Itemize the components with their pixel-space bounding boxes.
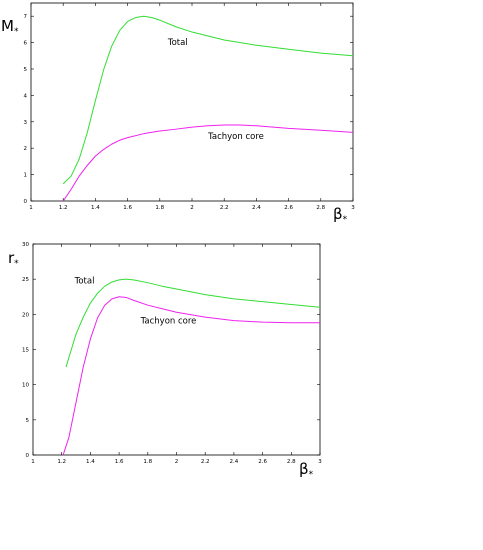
x-tick-label: 2.2 (201, 459, 210, 465)
y-axis-symbol: r (8, 249, 15, 267)
y-tick-label: 30 (22, 242, 29, 248)
x-axis-subscript: * (343, 215, 348, 225)
y-tick-label: 0 (24, 199, 28, 205)
x-tick-label: 1 (31, 459, 35, 465)
y-tick-label: 15 (22, 348, 29, 354)
y-tick-label: 2 (24, 146, 28, 152)
x-tick-label: 1.6 (123, 205, 132, 211)
x-tick-label: 1.2 (59, 205, 68, 211)
y-axis-label: r* (8, 249, 19, 269)
series-line-total (65, 278, 321, 368)
x-tick-label: 2.8 (316, 205, 325, 211)
y-tick-label: 1 (24, 173, 28, 179)
series-annotation: Tachyon core (207, 132, 264, 142)
y-axis-subscript: * (14, 259, 19, 269)
x-tick-label: 2.6 (284, 205, 293, 211)
x-tick-label: 1 (29, 205, 33, 211)
series-line-total (62, 15, 354, 185)
x-tick-label: 3 (351, 205, 355, 211)
x-axis-symbol: β (333, 205, 343, 223)
x-tick-label: 1.8 (143, 459, 152, 465)
series-annotation: Tachyon core (140, 316, 197, 326)
x-tick-label: 2 (175, 459, 179, 465)
x-tick-label: 2 (190, 205, 194, 211)
series-annotation: Total (74, 276, 95, 286)
y-tick-label: 5 (24, 67, 28, 73)
y-tick-label: 20 (22, 312, 29, 318)
y-tick-label: 6 (24, 41, 28, 47)
plot-frame (30, 2, 354, 202)
x-tick-label: 2.8 (287, 459, 296, 465)
x-tick-label: 2.4 (230, 459, 239, 465)
x-axis-label: β* (299, 460, 314, 480)
mass-chart: 1 1.2 1.4 1.6 1.8 2 2.2 2.4 2.6 2.8 301234567Total… (1, 2, 355, 225)
x-tick-label: 1.8 (155, 205, 164, 211)
x-tick-label: 1.2 (57, 459, 66, 465)
series-line-tachyon-core (62, 296, 320, 456)
y-axis-subscript: * (14, 27, 19, 37)
y-tick-label: 0 (26, 453, 30, 459)
x-tick-label: 2.2 (220, 205, 229, 211)
y-tick-label: 7 (24, 14, 28, 20)
x-tick-label: 1.4 (91, 205, 100, 211)
y-tick-label: 3 (24, 120, 28, 126)
series-line-tachyon-core (62, 124, 354, 202)
x-tick-label: 2.6 (258, 459, 267, 465)
radius-chart: 1 1.2 1.4 1.6 1.8 2 2.2 2.4 2.6 2.8 3051015202530T… (8, 242, 322, 480)
x-axis-label: β* (333, 205, 348, 225)
x-axis-symbol: β (299, 460, 309, 478)
y-axis-symbol: M (1, 17, 14, 35)
y-axis-label: M* (1, 17, 19, 37)
series-annotation: Total (167, 38, 188, 48)
x-axis-subscript: * (309, 470, 314, 480)
y-tick-label: 5 (26, 418, 30, 424)
y-tick-label: 10 (22, 383, 29, 389)
x-tick-label: 2.4 (252, 205, 261, 211)
y-tick-label: 4 (24, 93, 28, 99)
y-tick-label: 25 (22, 277, 29, 283)
x-tick-label: 1.4 (86, 459, 95, 465)
x-tick-label: 3 (318, 459, 322, 465)
x-tick-label: 1.6 (115, 459, 124, 465)
